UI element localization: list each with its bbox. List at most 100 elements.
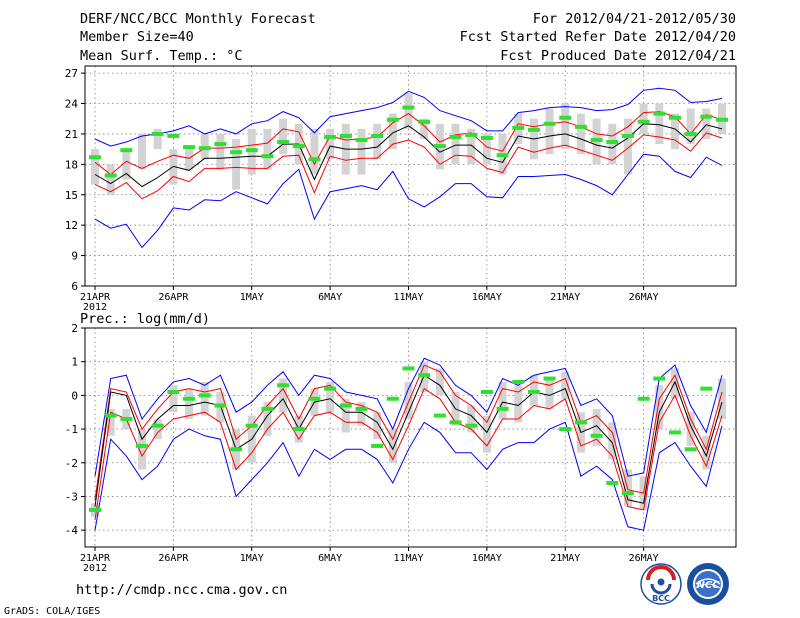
observed-marker xyxy=(386,396,399,401)
spread-box xyxy=(702,435,711,470)
observed-marker xyxy=(198,393,211,398)
y-tick-label: 18 xyxy=(65,158,78,171)
observed-marker xyxy=(183,145,196,150)
bcc-logo: BCC xyxy=(640,563,682,605)
x-tick-label: 11MAY xyxy=(393,292,423,303)
observed-marker xyxy=(245,148,258,153)
spread-box xyxy=(482,415,491,453)
header-member-size: Member Size=40 xyxy=(80,29,194,45)
y-tick-label: 15 xyxy=(65,189,78,202)
spread-box xyxy=(357,128,366,175)
y-tick-label: 0 xyxy=(71,389,78,402)
observed-marker xyxy=(480,390,493,395)
observed-marker xyxy=(418,119,431,124)
spread-box xyxy=(216,133,225,170)
spread-box xyxy=(686,108,695,145)
header-start-date: Fcst Started Refer Date 2012/04/20 xyxy=(460,29,736,45)
spread-box xyxy=(341,398,350,433)
observed-marker xyxy=(668,430,681,435)
observed-marker xyxy=(700,114,713,119)
spread-box xyxy=(169,385,178,413)
spread-box xyxy=(467,405,476,433)
observed-marker xyxy=(261,406,274,411)
observed-marker xyxy=(700,386,713,391)
observed-marker xyxy=(590,138,603,143)
ensemble-min-line xyxy=(94,421,723,531)
spread-box xyxy=(718,378,726,419)
x-tick-label: 26MAY xyxy=(629,292,659,303)
observed-marker xyxy=(308,157,321,162)
observed-marker xyxy=(543,376,556,381)
spread-box xyxy=(576,113,585,155)
spread-box xyxy=(106,164,115,195)
spread-box xyxy=(608,422,617,460)
y-tick-label: -4 xyxy=(65,524,79,537)
spread-box xyxy=(138,133,147,170)
y-tick-label: 6 xyxy=(71,280,78,293)
header-forecast-period: For 2012/04/21-2012/05/30 xyxy=(533,11,736,27)
x-tick-label: 21MAY xyxy=(550,292,580,303)
spread-box xyxy=(122,149,131,180)
observed-marker xyxy=(245,423,258,428)
observed-marker xyxy=(496,406,509,411)
spread-box xyxy=(545,378,554,409)
observed-marker xyxy=(543,121,556,126)
x-tick-label: 21MAY xyxy=(550,553,580,564)
spread-box xyxy=(545,108,554,155)
observed-marker xyxy=(89,155,101,160)
observed-marker xyxy=(465,423,478,428)
x-tick-year: 2012 xyxy=(83,563,107,574)
spread-box xyxy=(279,378,288,413)
observed-marker xyxy=(104,413,117,418)
observed-marker xyxy=(527,127,540,132)
observed-marker xyxy=(277,383,290,388)
spread-box xyxy=(357,402,366,426)
spread-upper-line xyxy=(94,364,723,500)
x-tick-label: 26APR xyxy=(158,292,189,303)
header-title: DERF/NCC/BCC Monthly Forecast xyxy=(80,11,316,27)
spread-box xyxy=(686,412,695,446)
observed-marker xyxy=(183,396,196,401)
observed-marker xyxy=(324,386,337,391)
observed-marker xyxy=(480,135,493,140)
spread-lower-line xyxy=(94,132,723,200)
observed-marker xyxy=(606,140,619,145)
spread-box xyxy=(592,408,601,446)
spread-box xyxy=(106,408,115,436)
observed-marker xyxy=(104,173,117,178)
observed-marker xyxy=(590,433,603,438)
spread-box xyxy=(467,128,476,165)
y-tick-label: -1 xyxy=(65,423,78,436)
footer-url[interactable]: http://cmdp.ncc.cma.gov.cn xyxy=(76,582,287,598)
x-tick-label: 6MAY xyxy=(318,292,342,303)
spread-box xyxy=(91,149,99,185)
observed-marker xyxy=(574,420,587,425)
x-tick-label: 11MAY xyxy=(393,553,423,564)
spread-box xyxy=(702,108,711,139)
observed-marker xyxy=(151,423,164,428)
y-tick-label: 27 xyxy=(65,67,78,80)
observed-marker xyxy=(402,366,415,371)
observed-marker xyxy=(559,115,572,120)
observed-marker xyxy=(230,150,243,155)
spread-box xyxy=(655,385,664,430)
x-tick-label: 21APR xyxy=(80,553,111,564)
spread-box xyxy=(670,113,679,150)
spread-box xyxy=(326,381,335,413)
spread-box xyxy=(279,118,288,155)
ncc-logo-text: NCC xyxy=(696,580,720,591)
spread-box xyxy=(373,123,382,160)
x-tick-label: 26MAY xyxy=(629,553,659,564)
x-tick-label: 16MAY xyxy=(472,553,502,564)
spread-box xyxy=(561,371,570,399)
bcc-logo-text: BCC xyxy=(652,594,670,603)
observed-marker xyxy=(339,133,352,138)
spread-box xyxy=(514,385,523,423)
observed-marker xyxy=(449,134,462,139)
x-tick-label: 6MAY xyxy=(318,553,342,564)
y-tick-label: 24 xyxy=(65,98,79,111)
observed-marker xyxy=(449,420,462,425)
ensemble-mean-line xyxy=(94,123,723,188)
